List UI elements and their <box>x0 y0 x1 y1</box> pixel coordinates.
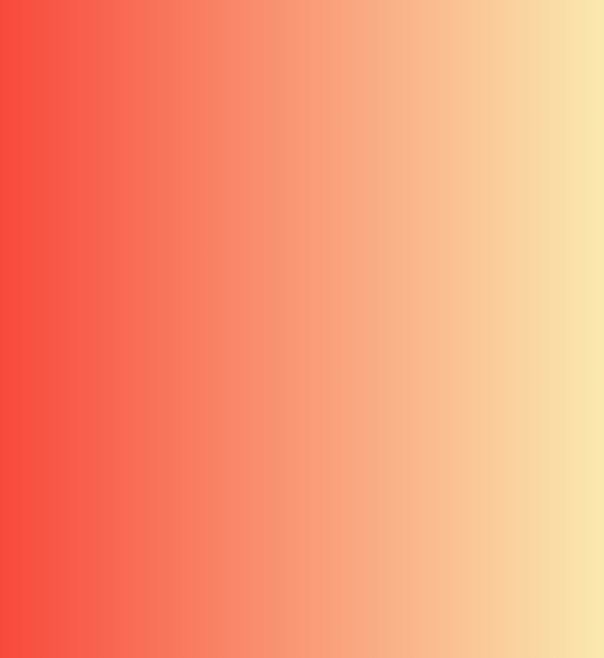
gradient-background <box>0 0 604 658</box>
